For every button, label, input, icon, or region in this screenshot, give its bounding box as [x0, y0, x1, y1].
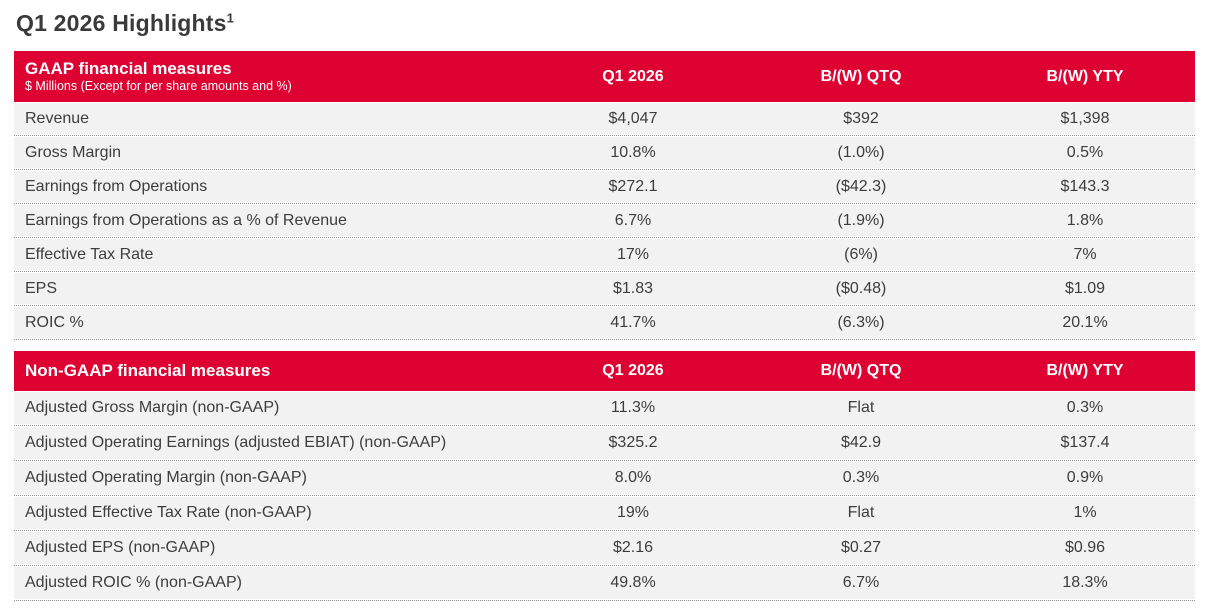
row-value: (6.3%) — [837, 313, 885, 331]
page-title-text: Q1 2026 Highlights — [16, 10, 227, 36]
row-label: Adjusted ROIC % (non-GAAP) — [25, 574, 242, 591]
row-value: 19% — [616, 504, 650, 521]
row-label: ROIC % — [25, 313, 84, 331]
row-value: 0.5% — [1066, 143, 1104, 161]
row-value: $1,398 — [1060, 109, 1110, 127]
row-label: Adjusted Effective Tax Rate (non-GAAP) — [25, 504, 312, 521]
row-value: 41.7% — [610, 313, 656, 331]
row-value: $2.16 — [612, 539, 654, 556]
row-label: Adjusted Gross Margin (non-GAAP) — [25, 399, 280, 416]
row-value: 0.9% — [1066, 469, 1104, 486]
column-header-bw-yty: B/(W) YTY — [1046, 362, 1124, 379]
row-value: Flat — [847, 504, 875, 521]
row-label: Earnings from Operations as a % of Reven… — [25, 211, 347, 229]
gaap-header-title: GAAP financial measures — [25, 59, 232, 78]
row-value: $325.2 — [608, 434, 658, 451]
row-value: Flat — [847, 399, 875, 416]
row-label: Gross Margin — [25, 143, 122, 161]
table-row: Adjusted Effective Tax Rate (non-GAAP) 19… — [14, 497, 1195, 531]
row-value: ($0.48) — [835, 279, 887, 297]
row-value: 6.7% — [614, 211, 652, 229]
row-value: 18.3% — [1062, 574, 1108, 591]
row-value: 7% — [1073, 245, 1097, 263]
row-value: 17% — [616, 245, 650, 263]
column-header-q1-2026: Q1 2026 — [602, 67, 664, 85]
row-value: $143.3 — [1060, 177, 1110, 195]
row-value: ($42.3) — [835, 177, 887, 195]
row-value: $272.1 — [608, 177, 658, 195]
gaap-header-label: GAAP financial measures $ Millions (Exce… — [14, 59, 519, 94]
row-value: 8.0% — [614, 469, 652, 486]
row-value: 10.8% — [610, 143, 656, 161]
row-label: Adjusted Operating Earnings (adjusted EB… — [25, 434, 447, 451]
row-value: $4,047 — [608, 109, 658, 127]
column-header-bw-qtq: B/(W) QTQ — [820, 362, 902, 379]
table-row: EPS $1.83 ($0.48) $1.09 — [14, 273, 1195, 306]
non-gaap-measures-table: Non-GAAP financial measures Q1 2026 B/(W… — [14, 351, 1195, 601]
row-value: $392 — [843, 109, 879, 127]
page-title-footnote-marker: 1 — [226, 10, 235, 26]
row-value: 1% — [1073, 504, 1097, 521]
table-row: Earnings from Operations $272.1 ($42.3) $14… — [14, 171, 1195, 204]
gaap-table-rows: Revenue $4,047 $392 $1,398 Gross Margin 10.8%… — [14, 103, 1195, 340]
row-value: 0.3% — [1066, 399, 1104, 416]
gaap-header-subtitle: $ Millions (Except for per share amounts… — [25, 79, 292, 93]
table-row: Gross Margin 10.8% (1.0%) 0.5% — [14, 137, 1195, 170]
table-row: ROIC % 41.7% (6.3%) 20.1% — [14, 307, 1195, 340]
row-value: $42.9 — [840, 434, 882, 451]
row-value: 0.3% — [842, 469, 880, 486]
column-header-bw-yty: B/(W) YTY — [1046, 67, 1124, 85]
row-value: $1.83 — [612, 279, 654, 297]
row-label: Effective Tax Rate — [25, 245, 154, 263]
table-row: Adjusted Operating Margin (non-GAAP) 8.0%… — [14, 462, 1195, 496]
non-gaap-header-label: Non-GAAP financial measures — [14, 361, 519, 381]
non-gaap-table-rows: Adjusted Gross Margin (non-GAAP) 11.3% Fla… — [14, 392, 1195, 601]
row-value: (1.0%) — [837, 143, 885, 161]
table-row: Earnings from Operations as a % of Reven… — [14, 205, 1195, 238]
column-header-q1-2026: Q1 2026 — [602, 362, 664, 379]
table-row: Adjusted Gross Margin (non-GAAP) 11.3% Fla… — [14, 392, 1195, 426]
gaap-measures-table: GAAP financial measures $ Millions (Exce… — [14, 51, 1195, 340]
row-value: 20.1% — [1062, 313, 1108, 331]
table-row: Effective Tax Rate 17% (6%) 7% — [14, 239, 1195, 272]
row-value: 6.7% — [842, 574, 880, 591]
row-label: Adjusted Operating Margin (non-GAAP) — [25, 469, 307, 486]
row-value: $0.96 — [1064, 539, 1106, 556]
table-row: Revenue $4,047 $392 $1,398 — [14, 103, 1195, 136]
row-value: (6%) — [844, 245, 878, 263]
row-label: Adjusted EPS (non-GAAP) — [25, 539, 216, 556]
table-row: Adjusted ROIC % (non-GAAP) 49.8% 6.7% 18.3% — [14, 567, 1195, 601]
gaap-table-header: GAAP financial measures $ Millions (Exce… — [14, 51, 1195, 102]
row-value: 49.8% — [610, 574, 656, 591]
table-row: Adjusted EPS (non-GAAP) $2.16 $0.27 $0.96 — [14, 532, 1195, 566]
row-value: $137.4 — [1060, 434, 1110, 451]
row-value: $1.09 — [1064, 279, 1106, 297]
non-gaap-header-title: Non-GAAP financial measures — [25, 361, 271, 380]
page-title: Q1 2026 Highlights1 — [0, 0, 1206, 37]
table-row: Adjusted Operating Earnings (adjusted EB… — [14, 427, 1195, 461]
row-label: EPS — [25, 279, 58, 297]
row-value: (1.9%) — [837, 211, 885, 229]
row-label: Earnings from Operations — [25, 177, 208, 195]
non-gaap-table-header: Non-GAAP financial measures Q1 2026 B/(W… — [14, 351, 1195, 391]
row-value: 11.3% — [610, 399, 656, 416]
row-value: $0.27 — [840, 539, 882, 556]
column-header-bw-qtq: B/(W) QTQ — [820, 67, 902, 85]
row-value: 1.8% — [1066, 211, 1104, 229]
row-label: Revenue — [25, 109, 90, 127]
